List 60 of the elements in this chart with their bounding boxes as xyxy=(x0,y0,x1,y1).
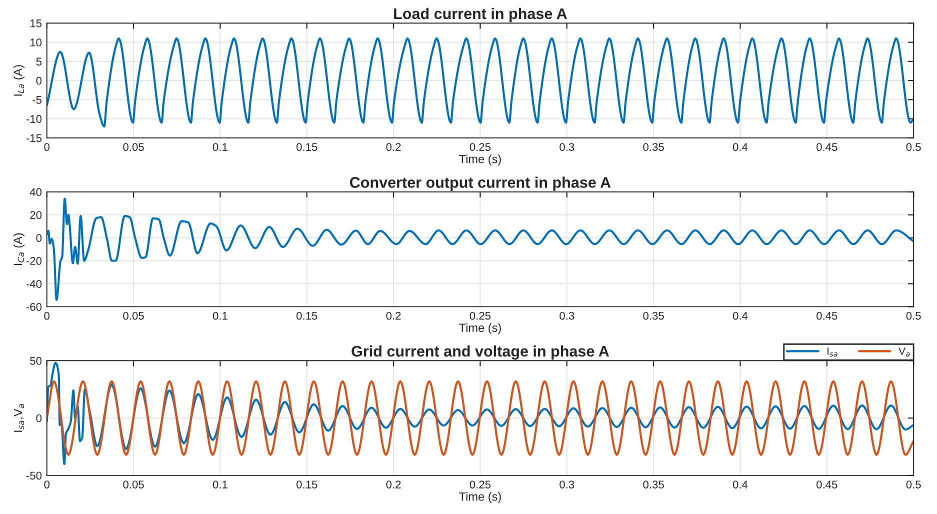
x-tick-label: 0.15 xyxy=(296,143,318,151)
y-tick-label: -10 xyxy=(26,115,42,123)
y-tick-label: -15 xyxy=(26,134,42,142)
y-tick-label: 5 xyxy=(36,58,42,66)
chart-title: Grid current and voltage in phase A xyxy=(352,345,609,360)
y-tick-label: 20 xyxy=(30,211,42,219)
x-tick-label: 0.45 xyxy=(816,480,838,488)
x-tick-label: 0.35 xyxy=(643,143,664,151)
x-tick-label: 0.25 xyxy=(470,480,491,488)
x-tick-label: 0.4 xyxy=(732,480,748,488)
x-tick-label: 0.1 xyxy=(212,143,228,151)
y-tick-label: 10 xyxy=(30,38,42,46)
chart-title: Load current in phase A xyxy=(394,8,567,22)
x-tick-label: 0.5 xyxy=(906,312,921,320)
y-tick-label: 50 xyxy=(30,356,42,365)
y-tick-label: -20 xyxy=(26,257,42,265)
x-tick-label: 0 xyxy=(44,312,50,320)
x-tick-label: 0 xyxy=(44,143,50,151)
y-tick-label: 15 xyxy=(30,20,42,28)
x-tick-label: 0.5 xyxy=(906,143,921,151)
y-axis-title: I$_{Ca}$ (A) xyxy=(13,233,24,266)
x-tick-label: 0.2 xyxy=(386,312,401,320)
x-tick-label: 0.45 xyxy=(816,143,838,151)
x-tick-label: 0.25 xyxy=(470,143,491,151)
x-tick-label: 0.2 xyxy=(386,143,401,151)
x-tick-label: 0.45 xyxy=(816,312,838,320)
x-tick-label: 0.3 xyxy=(560,312,574,320)
x-tick-label: 0.3 xyxy=(560,480,574,488)
x-tick-label: 0.2 xyxy=(386,480,401,488)
x-axis-title: Time (s) xyxy=(459,154,501,166)
y-tick-label: 0 xyxy=(36,76,42,85)
chart-title: Converter output current in phase A xyxy=(350,176,611,191)
x-tick-label: 0.15 xyxy=(296,312,318,320)
y-axis-title: I$_{La}$ (A) xyxy=(13,65,24,96)
x-axis-title: Time (s) xyxy=(459,492,501,504)
x-tick-label: 0.1 xyxy=(212,312,228,320)
x-tick-label: 0.05 xyxy=(123,143,144,151)
x-tick-label: 0.35 xyxy=(643,480,664,488)
y-tick-label: -5 xyxy=(32,96,42,104)
x-tick-label: 0.05 xyxy=(123,312,144,320)
x-tick-label: 0 xyxy=(44,480,50,488)
x-tick-label: 0.3 xyxy=(560,143,574,151)
x-tick-label: 0.5 xyxy=(906,480,921,488)
legend-label: V$_{a}$ xyxy=(898,348,910,357)
y-tick-label: -50 xyxy=(26,472,42,480)
y-tick-label: 40 xyxy=(30,188,42,196)
x-tick-label: 0.15 xyxy=(296,480,318,488)
y-tick-label: -60 xyxy=(26,302,42,311)
x-tick-label: 0.4 xyxy=(732,312,748,320)
legend-label: I$_{sa}$ xyxy=(828,348,838,357)
y-tick-label: 0 xyxy=(36,414,42,422)
x-tick-label: 0.1 xyxy=(212,480,228,488)
y-tick-label: 0 xyxy=(36,234,42,242)
y-tick-label: -40 xyxy=(26,280,42,288)
x-tick-label: 0.35 xyxy=(643,312,664,320)
x-tick-label: 0.05 xyxy=(123,480,144,488)
x-tick-label: 0.4 xyxy=(732,143,748,151)
x-axis-title: Time (s) xyxy=(459,323,501,334)
x-tick-label: 0.25 xyxy=(470,312,491,320)
y-axis-title: I$_{sa}$,V$_{a}$ xyxy=(14,404,24,432)
